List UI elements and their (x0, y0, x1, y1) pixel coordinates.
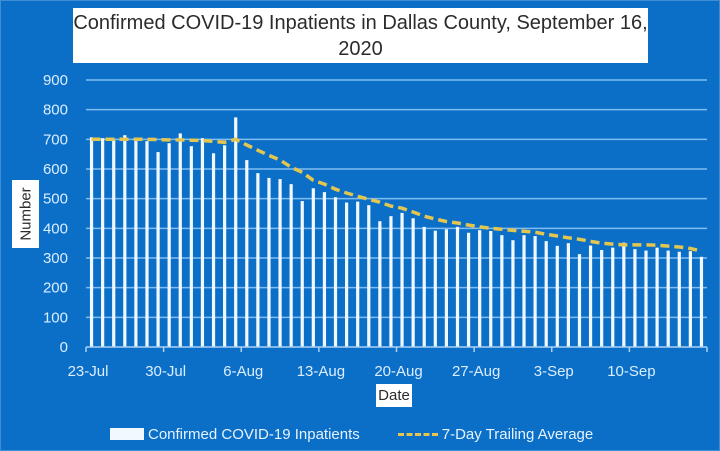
bar (633, 249, 637, 347)
x-tick-label: 13-Aug (297, 363, 345, 380)
bar (611, 247, 615, 347)
y-tick-label: 800 (43, 102, 68, 119)
bar (577, 254, 582, 347)
bar (466, 232, 471, 347)
bar (389, 216, 393, 347)
y-axis-title-text: Number (17, 187, 34, 241)
bar (200, 138, 205, 347)
bar (134, 141, 138, 347)
bar (699, 256, 704, 347)
bar (511, 240, 515, 347)
x-axis-title: Date (376, 384, 412, 407)
bar (622, 242, 626, 347)
legend-item-average: 7-Day Trailing Average (397, 425, 594, 443)
x-tick-label: 10-Sep (607, 363, 655, 380)
chart-title-line-2: 2020 (338, 38, 383, 60)
bar (478, 230, 482, 347)
bar (300, 201, 304, 347)
legend-line-swatch (397, 432, 438, 436)
bar (333, 197, 338, 347)
bar (167, 143, 171, 347)
bar (189, 146, 193, 347)
bar (566, 243, 570, 347)
bar (156, 152, 160, 347)
bar (411, 218, 415, 347)
chart-title-line-1: Confirmed COVID-19 Inpatients in Dallas … (73, 12, 648, 34)
legend-label-average: 7-Day Trailing Average (441, 425, 594, 443)
bar (145, 141, 149, 347)
bar (444, 229, 449, 347)
legend-item-inpatients: Confirmed COVID-19 Inpatients (110, 426, 360, 443)
bar (223, 145, 227, 347)
bar (500, 235, 504, 347)
y-axis-title: Number (12, 180, 39, 248)
x-tick-label: 30-Jul (145, 363, 186, 380)
bar (101, 138, 105, 347)
x-tick-label: 3-Sep (534, 363, 574, 380)
bar (666, 250, 670, 347)
y-tick-label: 500 (43, 191, 68, 208)
bar (489, 231, 493, 347)
y-tick-label: 900 (43, 72, 68, 89)
chart-title: Confirmed COVID-19 Inpatients in Dallas … (73, 8, 648, 63)
bar (555, 245, 559, 347)
y-tick-label: 600 (43, 161, 68, 178)
bar (677, 251, 681, 347)
bar (322, 192, 327, 347)
bar (400, 212, 404, 347)
legend-label-inpatients: Confirmed COVID-19 Inpatients (148, 425, 360, 443)
bar (455, 226, 460, 347)
bar (123, 135, 127, 347)
bar (112, 140, 116, 347)
x-tick-label: 6-Aug (223, 363, 263, 380)
y-tick-label: 200 (43, 280, 68, 297)
bar (89, 137, 94, 347)
trailing-average-line (91, 137, 702, 253)
bar (522, 235, 526, 347)
bar (178, 133, 182, 347)
bar (211, 153, 216, 347)
bar (267, 177, 271, 347)
bar (533, 236, 537, 347)
legend-bar-swatch (110, 428, 144, 440)
x-tick-label: 27-Aug (452, 363, 500, 380)
bar (378, 221, 382, 347)
bar (688, 251, 692, 347)
y-tick-label: 400 (43, 220, 68, 237)
bar (278, 179, 282, 347)
bar (544, 241, 548, 347)
legend: Confirmed COVID-19 Inpatients 7-Day Trai… (110, 424, 631, 444)
bar (356, 201, 360, 347)
bar (433, 230, 437, 347)
x-tick-label: 23-Jul (68, 363, 109, 380)
y-tick-label: 0 (60, 339, 68, 356)
bar (311, 188, 315, 347)
bar (644, 250, 648, 347)
bar (344, 202, 349, 347)
x-tick-label: 20-Aug (374, 363, 422, 380)
bar (245, 160, 249, 347)
bar (588, 245, 593, 347)
bar (234, 117, 238, 347)
bar (422, 226, 426, 347)
y-tick-label: 300 (43, 250, 68, 267)
bar (655, 247, 659, 347)
bar (256, 173, 260, 347)
bar (367, 205, 371, 347)
bar (600, 249, 604, 347)
y-tick-label: 700 (43, 131, 68, 148)
bar (289, 184, 293, 347)
y-tick-label: 100 (43, 309, 68, 326)
